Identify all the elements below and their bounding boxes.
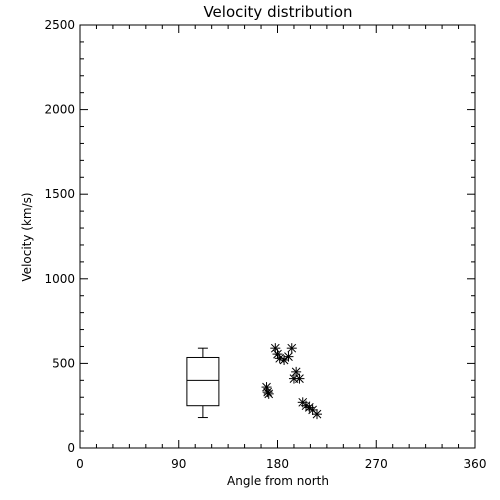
plot-frame: [79, 24, 476, 449]
data-point-stroke: [312, 409, 322, 419]
data-point-stroke: [301, 401, 311, 411]
boxplot: [186, 347, 220, 419]
data-point: [274, 353, 285, 364]
data-point-stroke: [275, 353, 285, 363]
data-point: [261, 382, 272, 393]
data-point-stroke: [284, 352, 293, 361]
x-tick-label: 0: [76, 457, 84, 471]
data-point: [283, 351, 294, 362]
x-tick-label: 360: [464, 457, 487, 471]
y-tick-label: 500: [52, 356, 75, 370]
x-axis-title: Angle from north: [227, 474, 329, 488]
axes: 0 90 180 270 360 0 500 1000 1500 2000 2500: [44, 18, 486, 471]
data-point-stroke: [308, 405, 317, 415]
data-point: [263, 388, 274, 399]
data-point-stroke: [273, 349, 282, 359]
data-points: [261, 343, 322, 420]
data-point: [279, 355, 290, 366]
data-point-stroke: [287, 343, 297, 353]
x-tick-label: 90: [171, 457, 186, 471]
data-point: [286, 343, 297, 354]
data-point-stroke: [291, 367, 301, 377]
data-point-stroke: [279, 355, 289, 365]
x-tick-label: 270: [365, 457, 388, 471]
data-point: [294, 373, 305, 384]
data-point-stroke: [304, 403, 314, 412]
data-point: [312, 409, 322, 420]
data-point-stroke: [295, 374, 304, 383]
y-tick-label: 0: [67, 441, 75, 455]
data-point-stroke: [262, 382, 271, 392]
y-tick-label: 1000: [44, 272, 75, 286]
boxplot-box: [186, 356, 220, 407]
y-tick-label: 1500: [44, 187, 75, 201]
data-point-stroke: [264, 389, 274, 399]
chart-title: Velocity distribution: [203, 3, 352, 21]
data-point-stroke: [270, 343, 280, 353]
y-tick-label: 2000: [44, 103, 75, 117]
y-tick-label: 2500: [44, 18, 75, 32]
x-tick-label: 180: [266, 457, 289, 471]
y-axis-title: Velocity (km/s): [20, 192, 34, 281]
